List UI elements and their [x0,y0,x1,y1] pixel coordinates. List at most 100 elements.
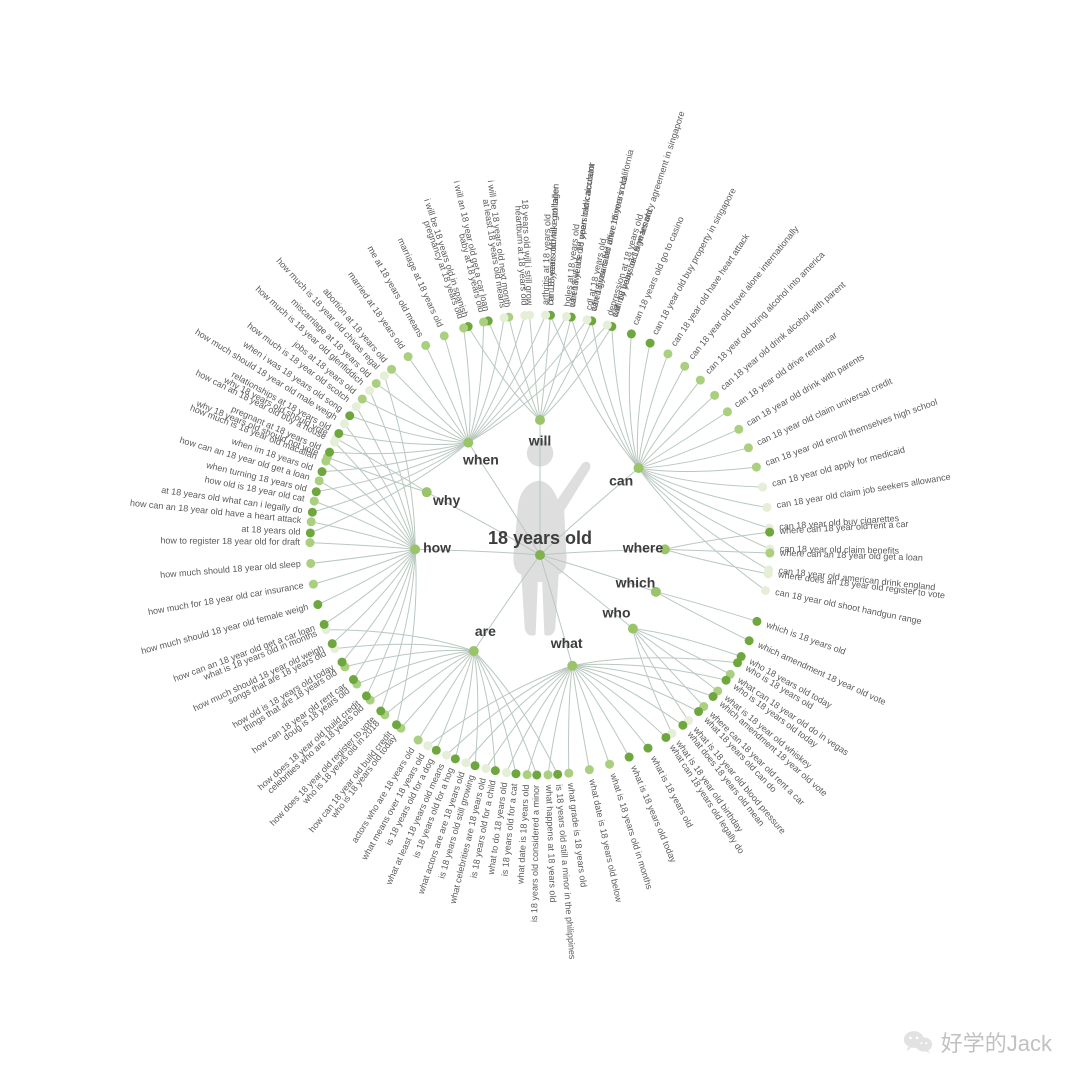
branch-label-why: why [432,492,460,508]
leaf-node [511,769,520,778]
leaf-node [312,487,321,496]
leaf-node [761,586,770,595]
leaf-node [544,770,553,779]
leaf-node [345,411,354,420]
leaf-node [308,508,317,517]
branch-label-what: what [550,635,583,651]
leaf-node [585,765,594,774]
leaf-node [325,448,334,457]
leaf-node [661,733,670,742]
leaf-label: how much should 18 year old sleep [160,559,301,580]
leaf-node [744,443,753,452]
leaf-label: at 18 years old [241,524,300,537]
branch-node-why [422,487,432,497]
leaf-node [709,692,718,701]
leaf-node [603,321,612,330]
wechat-icon [903,1029,933,1055]
leaf-node [762,503,771,512]
leaf-node [723,407,732,416]
leaf-node [752,463,761,472]
leaf-node [643,744,652,753]
leaf-node [310,497,319,506]
leaf-node [605,760,614,769]
leaf-node [376,707,385,716]
leaf-node [500,313,509,322]
leaf-node [733,658,742,667]
leaf-node [765,528,774,537]
leaf-node [451,754,460,763]
leaf-label: where can an 18 year old get a loan [779,548,923,563]
leaf-node [318,467,327,476]
leaf-node [365,386,374,395]
leaf-label: me at 18 years old means [365,244,425,339]
watermark-text: 好学的Jack [941,1026,1052,1058]
leaf-node [392,720,401,729]
leaf-node [372,379,381,388]
leaf-node [678,721,687,730]
leaf-node [502,768,511,777]
leaf-node [752,617,761,626]
branch-label-where: where [622,539,664,555]
leaf-node [523,770,532,779]
branch-label-are: are [475,623,496,639]
branch-label-can: can [609,472,633,488]
leaf-node [380,371,389,380]
leaf-node [313,600,322,609]
leaf-node [520,311,529,320]
leaf-node [532,770,541,779]
branch-node-what [567,661,577,671]
leaf-node [387,365,396,374]
leaf-node [334,429,343,438]
leaf-node [414,736,423,745]
leaf-node [349,675,358,684]
leaf-node [320,620,329,629]
leaf-node [423,741,432,750]
branch-node-are [469,646,479,656]
leaf-node [442,751,451,760]
leaf-node [625,753,634,762]
leaf-node [471,761,480,770]
leaf-node [479,318,488,327]
leaf-node [553,770,562,779]
leaf-node [461,758,470,767]
leaf-node [338,658,347,667]
leaf-node [583,315,592,324]
leaf-node [362,691,371,700]
branch-label-which: which [615,574,656,590]
leaf-node [306,528,315,537]
leaf-node [421,341,430,350]
leaf-node [306,559,315,568]
leaf-node [745,636,754,645]
branch-node-will [535,415,545,425]
leaf-label: is 18 years old considered a minor [529,785,541,922]
leaf-node [358,395,367,404]
leaf-node [680,362,689,371]
center-label: 18 years old [488,528,592,548]
leaf-node [764,569,773,578]
leaf-node [307,517,316,526]
branch-label-how: how [423,539,451,555]
labels: 18 years oldwilli will be 18 years old i… [130,110,952,960]
leaf-node [541,311,550,320]
leaf-node [663,349,672,358]
leaf-node [627,329,636,338]
leaf-node [562,312,571,321]
branch-label-who: who [602,605,631,621]
leaf-node [309,580,318,589]
branch-node-who [628,624,638,634]
branch-label-will: will [528,433,552,449]
leaf-label: what date is 18 years old [515,784,531,885]
branch-node-when [463,438,473,448]
leaf-node [694,707,703,716]
leaf-node [646,339,655,348]
branch-label-when: when [462,451,499,467]
leaf-node [404,352,413,361]
leaf-node [459,324,468,333]
leaf-node [491,766,500,775]
leaf-label: how to register 18 year old for draft [160,535,300,546]
leaf-node [340,419,349,428]
leaf-node [481,764,490,773]
center-node [535,550,545,560]
leaf-node [315,476,324,485]
leaf-node [328,639,337,648]
